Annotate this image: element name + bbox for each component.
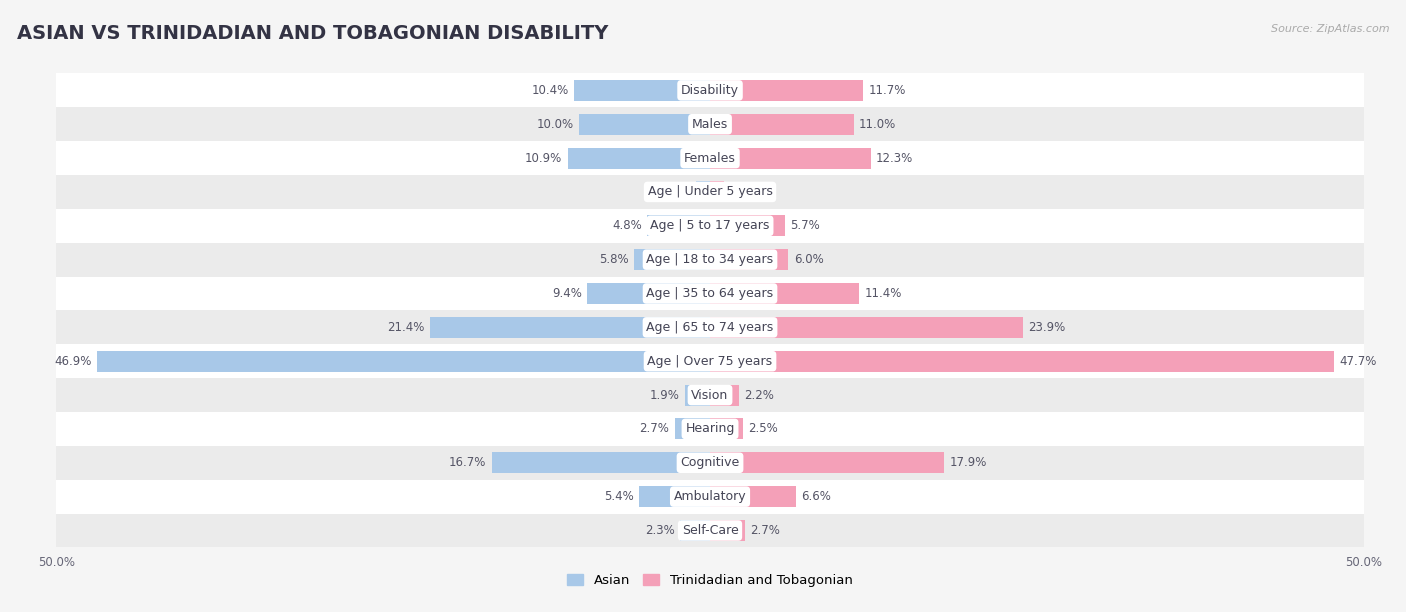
Text: Age | Over 75 years: Age | Over 75 years [648,355,772,368]
Bar [56,310,1364,345]
Bar [588,283,710,304]
Bar [647,215,710,236]
Bar [492,452,710,473]
Text: 5.7%: 5.7% [790,219,820,233]
Text: 1.1%: 1.1% [661,185,690,198]
Text: 11.4%: 11.4% [865,287,901,300]
Bar [568,147,710,168]
Bar [710,351,1334,371]
Text: Source: ZipAtlas.com: Source: ZipAtlas.com [1271,24,1389,34]
Text: 6.6%: 6.6% [801,490,831,503]
Text: 2.7%: 2.7% [640,422,669,435]
Text: 11.0%: 11.0% [859,118,897,131]
Text: 11.7%: 11.7% [869,84,905,97]
Bar [574,80,710,101]
Legend: Asian, Trinidadian and Tobagonian: Asian, Trinidadian and Tobagonian [562,569,858,592]
Bar [430,317,710,338]
Text: 1.1%: 1.1% [730,185,759,198]
Bar [710,317,1022,338]
Bar [56,277,1364,310]
Bar [56,345,1364,378]
Text: Age | 65 to 74 years: Age | 65 to 74 years [647,321,773,334]
Bar [710,520,745,541]
Text: 5.8%: 5.8% [599,253,628,266]
Text: 2.3%: 2.3% [645,524,675,537]
Text: 9.4%: 9.4% [553,287,582,300]
Bar [579,114,710,135]
Bar [710,452,943,473]
Text: Age | 5 to 17 years: Age | 5 to 17 years [651,219,769,233]
Bar [640,486,710,507]
Bar [710,80,863,101]
Text: 47.7%: 47.7% [1339,355,1376,368]
Bar [56,412,1364,446]
Bar [56,141,1364,175]
Text: 2.5%: 2.5% [748,422,778,435]
Text: Vision: Vision [692,389,728,401]
Bar [710,147,870,168]
Bar [685,384,710,406]
Text: 6.0%: 6.0% [794,253,824,266]
Bar [710,486,796,507]
Bar [710,114,853,135]
Text: Self-Care: Self-Care [682,524,738,537]
Bar [56,513,1364,547]
Text: 12.3%: 12.3% [876,152,914,165]
Bar [56,446,1364,480]
Bar [710,215,785,236]
Text: Age | Under 5 years: Age | Under 5 years [648,185,772,198]
Bar [675,419,710,439]
Text: Males: Males [692,118,728,131]
Text: Cognitive: Cognitive [681,457,740,469]
Text: 17.9%: 17.9% [949,457,987,469]
Bar [97,351,710,371]
Text: Hearing: Hearing [685,422,735,435]
Text: Disability: Disability [681,84,740,97]
Bar [56,480,1364,513]
Text: Females: Females [685,152,735,165]
Bar [710,419,742,439]
Text: 4.8%: 4.8% [612,219,643,233]
Text: 5.4%: 5.4% [605,490,634,503]
Text: 23.9%: 23.9% [1028,321,1064,334]
Text: 10.0%: 10.0% [537,118,574,131]
Bar [56,73,1364,107]
Text: Ambulatory: Ambulatory [673,490,747,503]
Text: ASIAN VS TRINIDADIAN AND TOBAGONIAN DISABILITY: ASIAN VS TRINIDADIAN AND TOBAGONIAN DISA… [17,24,609,43]
Bar [710,384,738,406]
Bar [56,175,1364,209]
Bar [56,243,1364,277]
Bar [56,107,1364,141]
Text: 2.2%: 2.2% [744,389,773,401]
Text: Age | 18 to 34 years: Age | 18 to 34 years [647,253,773,266]
Text: 46.9%: 46.9% [55,355,91,368]
Bar [710,283,859,304]
Bar [56,209,1364,243]
Text: 16.7%: 16.7% [449,457,486,469]
Bar [696,181,710,203]
Bar [710,249,789,270]
Text: 10.9%: 10.9% [524,152,562,165]
Text: 1.9%: 1.9% [650,389,681,401]
Text: 21.4%: 21.4% [388,321,425,334]
Text: 10.4%: 10.4% [531,84,569,97]
Bar [710,181,724,203]
Text: 2.7%: 2.7% [751,524,780,537]
Bar [681,520,710,541]
Bar [634,249,710,270]
Text: Age | 35 to 64 years: Age | 35 to 64 years [647,287,773,300]
Bar [56,378,1364,412]
